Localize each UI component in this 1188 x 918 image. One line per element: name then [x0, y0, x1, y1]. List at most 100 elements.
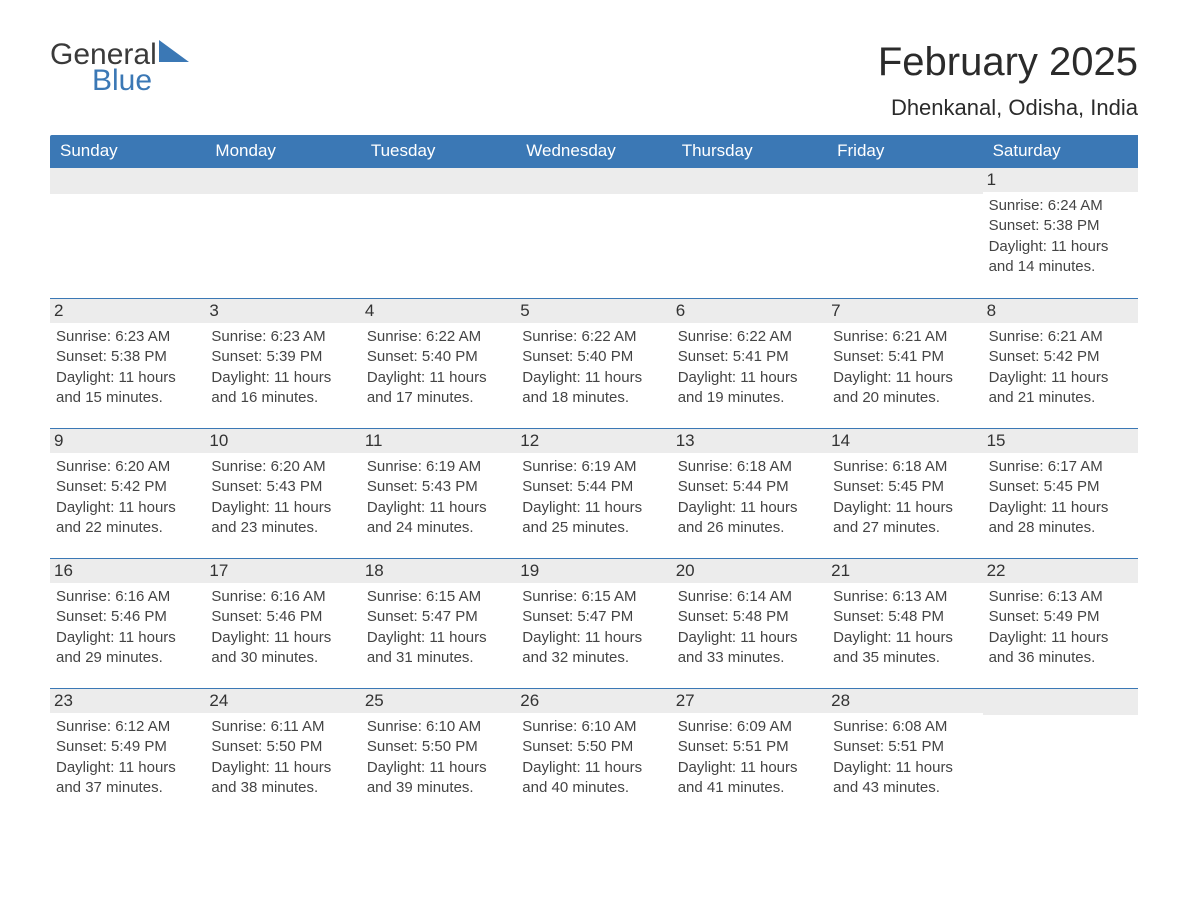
sunrise-label: Sunrise:	[56, 328, 111, 345]
sunrise-line: Sunrise: 6:22 AM	[522, 327, 665, 347]
calendar-day-cell: 13Sunrise: 6:18 AMSunset: 5:44 PMDayligh…	[672, 428, 827, 558]
sunset-label: Sunset:	[211, 348, 262, 365]
daynum-bar-empty	[205, 168, 360, 194]
sunrise-value: 6:16 AM	[271, 588, 326, 605]
day-of-week-header: Friday	[827, 135, 982, 168]
day-number: 28	[827, 688, 982, 713]
sunrise-label: Sunrise:	[833, 328, 888, 345]
calendar-day-cell: 14Sunrise: 6:18 AMSunset: 5:45 PMDayligh…	[827, 428, 982, 558]
day-details: Sunrise: 6:19 AMSunset: 5:44 PMDaylight:…	[522, 457, 665, 538]
topbar: General Blue February 2025 Dhenkanal, Od…	[50, 40, 1138, 121]
sunset-label: Sunset:	[56, 738, 107, 755]
sunrise-label: Sunrise:	[678, 328, 733, 345]
sunset-label: Sunset:	[833, 738, 884, 755]
sunrise-value: 6:10 AM	[581, 718, 636, 735]
day-of-week-header: Sunday	[50, 135, 205, 168]
calendar-page: General Blue February 2025 Dhenkanal, Od…	[0, 0, 1188, 878]
calendar-day-cell: 12Sunrise: 6:19 AMSunset: 5:44 PMDayligh…	[516, 428, 671, 558]
daylight-line: Daylight: 11 hours and 38 minutes.	[211, 758, 354, 799]
calendar-day-cell: 20Sunrise: 6:14 AMSunset: 5:48 PMDayligh…	[672, 558, 827, 688]
day-number: 16	[50, 558, 205, 583]
sunrise-value: 6:14 AM	[737, 588, 792, 605]
sunset-value: 5:44 PM	[577, 478, 633, 495]
day-details: Sunrise: 6:15 AMSunset: 5:47 PMDaylight:…	[522, 587, 665, 668]
sunrise-line: Sunrise: 6:20 AM	[56, 457, 199, 477]
daylight-label: Daylight:	[211, 629, 269, 646]
sunrise-line: Sunrise: 6:23 AM	[56, 327, 199, 347]
sunset-line: Sunset: 5:42 PM	[989, 347, 1132, 367]
sunset-line: Sunset: 5:45 PM	[989, 477, 1132, 497]
daynum-bar-empty	[983, 688, 1138, 715]
sunrise-label: Sunrise:	[678, 458, 733, 475]
daylight-label: Daylight:	[833, 759, 891, 776]
sunset-line: Sunset: 5:51 PM	[833, 737, 976, 757]
sunrise-label: Sunrise:	[522, 588, 577, 605]
sunrise-line: Sunrise: 6:18 AM	[678, 457, 821, 477]
sunrise-line: Sunrise: 6:21 AM	[989, 327, 1132, 347]
day-number: 4	[361, 298, 516, 323]
day-details: Sunrise: 6:08 AMSunset: 5:51 PM Daylight:…	[833, 717, 976, 798]
daynum-bar-empty	[672, 168, 827, 194]
sunset-value: 5:46 PM	[266, 608, 322, 625]
daylight-label: Daylight:	[833, 629, 891, 646]
calendar-empty-cell	[672, 168, 827, 298]
day-of-week-header: Monday	[205, 135, 360, 168]
sunrise-label: Sunrise:	[211, 328, 266, 345]
daylight-line: Daylight: 11 hours and 30 minutes.	[211, 628, 354, 669]
day-number: 27	[672, 688, 827, 713]
sunrise-value: 6:11 AM	[271, 718, 325, 735]
daylight-label: Daylight:	[989, 369, 1047, 386]
sunrise-label: Sunrise:	[367, 458, 422, 475]
sunset-value: 5:38 PM	[1044, 217, 1100, 234]
sunrise-label: Sunrise:	[522, 328, 577, 345]
sunrise-line: Sunrise: 6:22 AM	[678, 327, 821, 347]
sunset-value: 5:47 PM	[577, 608, 633, 625]
sunrise-value: 6:10 AM	[426, 718, 481, 735]
day-details: Sunrise: 6:17 AMSunset: 5:45 PMDaylight:…	[989, 457, 1132, 538]
calendar-day-cell: 23Sunrise: 6:12 AMSunset: 5:49 PMDayligh…	[50, 688, 205, 818]
sunset-line: Sunset: 5:49 PM	[56, 737, 199, 757]
daylight-line: Daylight: 11 hours and 19 minutes.	[678, 368, 821, 409]
sunrise-line: Sunrise: 6:08 AM	[833, 717, 976, 737]
sunset-line: Sunset: 5:43 PM	[211, 477, 354, 497]
calendar-day-cell: 8Sunrise: 6:21 AMSunset: 5:42 PMDaylight…	[983, 298, 1138, 428]
daylight-line: Daylight: 11 hours and 27 minutes.	[833, 498, 976, 539]
calendar-empty-cell	[50, 168, 205, 298]
sunset-line: Sunset: 5:41 PM	[678, 347, 821, 367]
sunset-label: Sunset:	[56, 348, 107, 365]
day-details: Sunrise: 6:19 AMSunset: 5:43 PMDaylight:…	[367, 457, 510, 538]
daylight-label: Daylight:	[56, 499, 114, 516]
title-block: February 2025 Dhenkanal, Odisha, India	[878, 40, 1138, 121]
day-details: Sunrise: 6:14 AMSunset: 5:48 PMDaylight:…	[678, 587, 821, 668]
sunset-label: Sunset:	[833, 348, 884, 365]
sunrise-line: Sunrise: 6:09 AM	[678, 717, 821, 737]
sunrise-value: 6:13 AM	[1048, 588, 1103, 605]
sunrise-label: Sunrise:	[989, 328, 1044, 345]
sunrise-label: Sunrise:	[522, 458, 577, 475]
sunrise-line: Sunrise: 6:20 AM	[211, 457, 354, 477]
sunset-line: Sunset: 5:44 PM	[678, 477, 821, 497]
daylight-label: Daylight:	[56, 629, 114, 646]
daylight-label: Daylight:	[989, 629, 1047, 646]
daylight-label: Daylight:	[989, 238, 1047, 255]
day-details: Sunrise: 6:10 AMSunset: 5:50 PMDaylight:…	[367, 717, 510, 798]
day-details: Sunrise: 6:18 AMSunset: 5:44 PMDaylight:…	[678, 457, 821, 538]
daylight-label: Daylight:	[989, 499, 1047, 516]
sunset-value: 5:46 PM	[111, 608, 167, 625]
day-number: 7	[827, 298, 982, 323]
sunset-label: Sunset:	[56, 608, 107, 625]
sunrise-line: Sunrise: 6:21 AM	[833, 327, 976, 347]
sunset-value: 5:50 PM	[266, 738, 322, 755]
day-number: 15	[983, 428, 1138, 453]
daynum-bar-empty	[50, 168, 205, 194]
sunrise-label: Sunrise:	[211, 718, 266, 735]
day-details: Sunrise: 6:16 AMSunset: 5:46 PMDaylight:…	[56, 587, 199, 668]
sunset-line: Sunset: 5:40 PM	[367, 347, 510, 367]
day-number: 6	[672, 298, 827, 323]
sunset-value: 5:42 PM	[1044, 348, 1100, 365]
calendar-day-cell: 2Sunrise: 6:23 AMSunset: 5:38 PMDaylight…	[50, 298, 205, 428]
sunset-label: Sunset:	[678, 478, 729, 495]
sunset-label: Sunset:	[678, 348, 729, 365]
sunrise-value: 6:15 AM	[581, 588, 636, 605]
daynum-bar-empty	[516, 168, 671, 194]
